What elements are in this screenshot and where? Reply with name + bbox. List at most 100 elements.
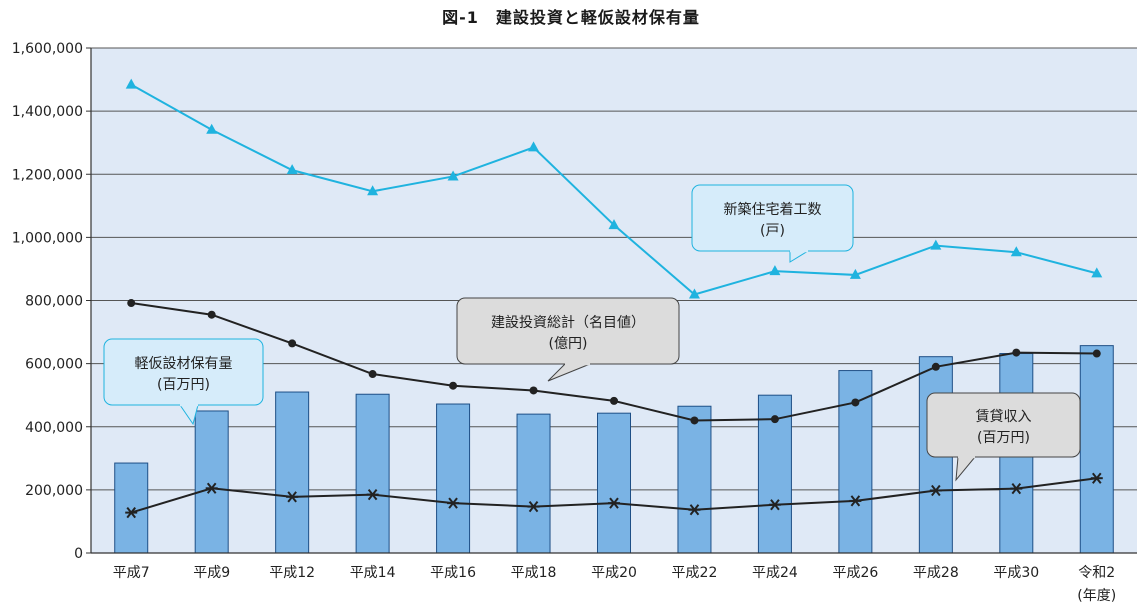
housing-starts-point: [1091, 267, 1103, 278]
x-tick-label: 平成12: [269, 565, 315, 581]
construction-investment-point: [1092, 349, 1101, 358]
y-tick-label: 0: [74, 546, 83, 562]
rental-income-point: [447, 497, 460, 509]
callout-equipment-holdings-unit: (百万円): [157, 377, 210, 393]
bar: [1079, 345, 1114, 554]
housing-starts-point: [769, 265, 781, 276]
callout-housing-starts: 新築住宅着工数 (戸): [691, 184, 854, 263]
callout-rental-income: 賃貸収入 (百万円): [926, 392, 1081, 482]
asterisk-stroke: [1011, 482, 1022, 495]
construction-investment-point: [610, 396, 618, 405]
y-tick-label: 1,200,000: [12, 167, 83, 183]
bar-series: [114, 345, 1114, 554]
asterisk-stroke: [931, 484, 941, 497]
housing-starts-point: [286, 164, 298, 175]
y-tick-label: 1,000,000: [12, 230, 83, 246]
rental-income-point: [366, 488, 379, 501]
rental-income-point: [849, 495, 862, 507]
construction-investment-point: [931, 362, 940, 371]
callout-construction-investment-box: [456, 297, 680, 365]
housing-starts-point: [688, 288, 700, 299]
bar: [677, 405, 712, 554]
housing-starts-point: [849, 268, 861, 279]
asterisk-stroke: [367, 488, 378, 501]
x-tick-label: 平成7: [113, 565, 150, 581]
housing-starts-point: [447, 170, 459, 181]
x-tick-label: 平成9: [193, 565, 230, 581]
callout-housing-starts-unit: (戸): [760, 223, 785, 239]
construction-investment-point: [449, 381, 458, 390]
y-tick-label: 400,000: [25, 420, 83, 436]
y-tick-label: 200,000: [25, 483, 83, 499]
callout-rental-income-name: 賃貸収入: [976, 409, 1032, 425]
housing-starts-point: [206, 123, 218, 134]
asterisk-stroke: [287, 491, 297, 503]
callout-rental-income-box: [926, 392, 1081, 458]
callout-housing-starts-name: 新築住宅着工数: [724, 202, 822, 218]
bar: [114, 462, 149, 554]
x-tick-label: 平成22: [672, 565, 718, 581]
x-tick-label: 平成28: [913, 565, 959, 581]
bar: [436, 403, 471, 554]
construction-investment-point: [288, 339, 297, 348]
housing-starts-point: [608, 219, 620, 230]
bar: [194, 410, 229, 554]
bar: [516, 413, 551, 554]
rental-income-point: [527, 500, 540, 513]
construction-investment-point: [770, 415, 779, 424]
rental-income-point: [286, 491, 299, 503]
asterisk-stroke: [528, 500, 539, 513]
callout-equipment-holdings-name: 軽仮設材保有量: [135, 356, 233, 372]
callout-construction-investment-name: 建設投資総計（名目値）: [491, 315, 645, 331]
housing-starts-point: [125, 78, 137, 89]
callout-equipment-holdings-box: [103, 338, 264, 406]
y-tick-label: 800,000: [25, 294, 83, 310]
asterisk-stroke: [770, 499, 780, 511]
bar: [275, 391, 310, 554]
rental-income-point: [205, 482, 218, 494]
construction-investment-point: [529, 386, 538, 395]
asterisk-stroke: [206, 482, 217, 494]
callout-rental-income-unit: (百万円): [977, 430, 1030, 446]
callouts: 新築住宅着工数(戸)建設投資総計（名目値）(億円)軽仮設材保有量(百万円)賃貸収…: [103, 184, 1081, 482]
rental-income-point: [608, 497, 620, 509]
housing-starts-point: [367, 185, 379, 196]
x-tick-label: 平成14: [350, 565, 396, 581]
rental-income-point: [688, 504, 701, 516]
construction-investment-point: [127, 299, 136, 308]
rental-income-point: [125, 506, 138, 519]
y-tick-label: 600,000: [25, 357, 83, 373]
housing-starts-point: [930, 239, 942, 250]
rental-income-point: [929, 484, 942, 497]
x-axis: 平成7 平成9 平成12 平成14 平成16 平成18 平成20 平成22 平成24 平成26 平成…: [113, 565, 1116, 604]
x-axis-note: (年度): [1077, 588, 1116, 604]
callout-construction-investment-unit: (億円): [549, 336, 588, 352]
y-tick-label: 1,400,000: [12, 104, 83, 120]
x-tick-label: 平成24: [752, 565, 798, 581]
asterisk-stroke: [609, 497, 619, 509]
housing-starts-point: [1010, 246, 1022, 257]
x-tick-label: 平成18: [511, 565, 557, 581]
y-tick-label: 1,600,000: [12, 41, 83, 57]
asterisk-stroke: [126, 506, 137, 519]
bar: [355, 393, 390, 554]
x-tick-label: 平成20: [591, 565, 637, 581]
x-tick-label: 令和2: [1078, 565, 1115, 581]
construction-investment-point: [690, 416, 699, 425]
rental-income-point: [768, 499, 781, 511]
y-axis: 0 200,000 400,000 600,000 800,000 1,000,000 1,…: [12, 41, 91, 562]
construction-investment-point: [851, 398, 860, 407]
line-series: [125, 78, 1103, 519]
construction-investment-point: [207, 310, 216, 319]
callout-equipment-holdings: 軽仮設材保有量 (百万円): [103, 338, 264, 426]
housing-starts-point: [528, 141, 540, 152]
asterisk-stroke: [689, 504, 700, 516]
rental-income-point: [1010, 482, 1023, 495]
asterisk-stroke: [1091, 472, 1102, 484]
x-tick-label: 平成26: [832, 565, 878, 581]
construction-investment-point: [1012, 348, 1021, 357]
asterisk-stroke: [850, 495, 861, 507]
bar: [597, 412, 631, 554]
x-tick-label: 平成16: [430, 565, 476, 581]
